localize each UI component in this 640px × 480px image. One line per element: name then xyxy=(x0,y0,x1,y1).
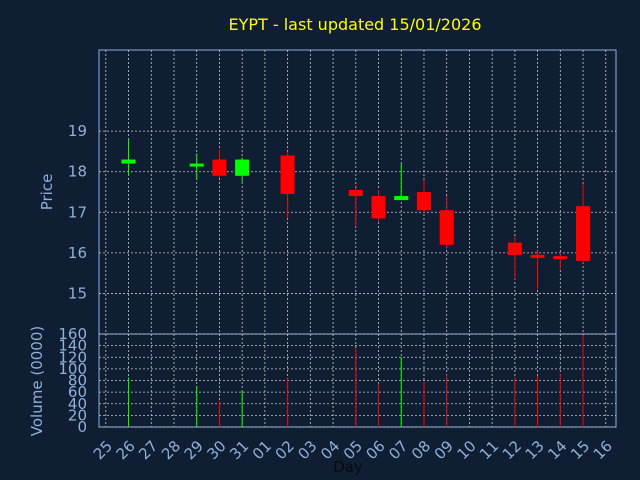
volume-tick-label: 80 xyxy=(68,372,87,390)
candle-body xyxy=(530,254,545,258)
price-tick-label: 19 xyxy=(68,122,87,140)
volume-tick-label: 160 xyxy=(58,325,87,343)
volume-tick-label: 20 xyxy=(68,406,87,424)
price-tick-label: 15 xyxy=(68,284,87,302)
volume-tick-label: 100 xyxy=(58,360,87,378)
candle-body xyxy=(235,159,250,176)
candle-body xyxy=(439,210,454,245)
chart-layer: 2526272829303101020304050607080910111213… xyxy=(58,49,617,463)
candle-body xyxy=(348,189,363,197)
x-tick-label: 16 xyxy=(590,437,616,463)
volume-axis-label: Volume (0000) xyxy=(28,326,46,436)
price-tick-label: 18 xyxy=(68,163,87,181)
candle-body xyxy=(416,192,432,211)
candle-body xyxy=(371,196,386,219)
volume-tick-label: 40 xyxy=(68,395,87,413)
volume-tick-label: 120 xyxy=(58,348,87,366)
volume-tick-label: 0 xyxy=(77,418,87,436)
candle-body xyxy=(189,163,204,167)
candle-body xyxy=(576,206,591,261)
chart-title: EYPT - last updated 15/01/2026 xyxy=(228,15,481,34)
candle-body xyxy=(553,256,568,260)
candle-body xyxy=(280,155,295,195)
candle-body xyxy=(394,196,409,201)
price-axis-label: Price xyxy=(38,174,56,211)
volume-tick-label: 140 xyxy=(58,337,87,355)
candle-body xyxy=(121,159,136,164)
price-tick-label: 16 xyxy=(68,244,87,262)
candle-body xyxy=(212,159,227,176)
candle-body xyxy=(507,242,522,255)
day-axis-label: Day xyxy=(333,458,363,476)
volume-tick-label: 60 xyxy=(68,383,87,401)
price-tick-label: 17 xyxy=(68,203,87,221)
